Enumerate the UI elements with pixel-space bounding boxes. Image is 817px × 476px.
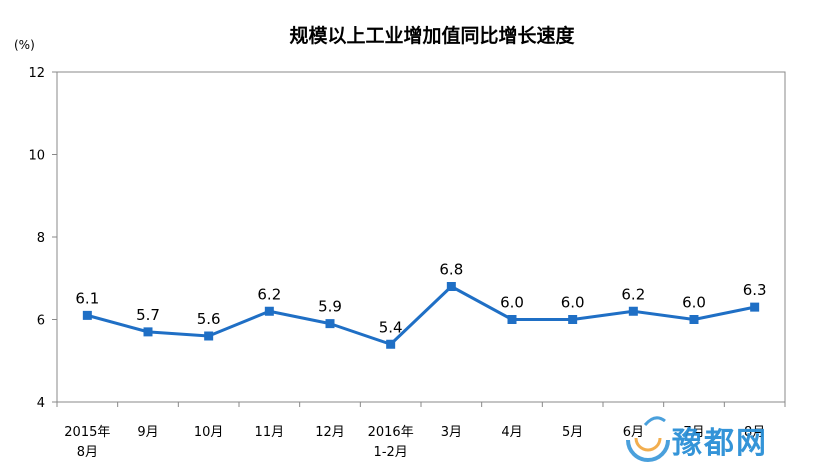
x-tick-label: 3月	[441, 425, 462, 440]
data-point-marker	[325, 319, 335, 329]
data-label: 6.1	[75, 289, 99, 307]
data-point-marker	[82, 310, 92, 320]
y-tick-label: 8	[37, 231, 45, 246]
x-tick-label: 12月	[315, 425, 345, 440]
y-unit-label: (%)	[14, 38, 35, 52]
data-point-marker	[204, 331, 214, 341]
plot-area: 4 6 8 10 12 2015年 8月 9月 10月 11月 12月 2016年 1-2月 3月 4月 5月…	[28, 66, 786, 460]
y-tick-label: 6	[37, 314, 45, 329]
data-point-marker	[264, 306, 274, 316]
watermark-swirl-icon	[626, 439, 670, 462]
data-point-marker	[689, 315, 699, 324]
data-label: 6.8	[439, 261, 463, 279]
x-tick-label: 5月	[562, 425, 583, 440]
data-label: 6.2	[621, 285, 645, 303]
data-label: 6.0	[561, 294, 585, 312]
watermark-logo: 豫都网	[626, 416, 768, 462]
chart-title: 规模以上工业增加值同比增长速度	[289, 24, 575, 47]
data-label: 5.6	[197, 310, 221, 328]
data-label: 6.0	[500, 294, 524, 312]
x-tick-label: 1-2月	[374, 445, 408, 460]
x-tick-label: 6月	[623, 425, 644, 440]
x-tick-label: 7月	[683, 425, 704, 440]
series-line	[86, 285, 755, 346]
x-tick-label: 10月	[194, 425, 224, 440]
watermark-text: 豫都网	[672, 426, 768, 461]
x-tick-label: 4月	[501, 425, 522, 440]
data-point-marker	[386, 339, 396, 349]
data-label: 5.9	[318, 298, 342, 316]
data-point-marker	[568, 315, 578, 324]
data-label: 6.2	[257, 285, 281, 303]
watermark-arc-icon	[643, 416, 666, 426]
data-point-marker	[446, 282, 456, 291]
x-tick-label: 2015年	[64, 425, 110, 440]
y-tick-label: 4	[37, 396, 45, 411]
x-tick-label: 2016年	[368, 425, 414, 440]
x-tick-label: 9月	[137, 425, 158, 440]
y-tick-label: 10	[28, 149, 45, 164]
data-label: 6.3	[743, 281, 767, 299]
watermark-swirl-inner-icon	[634, 437, 662, 452]
data-point-marker	[143, 327, 153, 337]
y-tick-label: 12	[28, 66, 45, 81]
x-tick-label: 8月	[77, 445, 98, 460]
data-point-marker	[750, 302, 760, 312]
data-point-marker	[628, 306, 638, 316]
data-label: 6.0	[682, 294, 706, 312]
data-label: 5.4	[379, 318, 403, 336]
data-label: 5.7	[136, 306, 160, 324]
x-tick-label: 8月	[744, 425, 765, 440]
data-point-marker	[507, 315, 517, 324]
x-tick-label: 11月	[255, 425, 285, 440]
plot-frame	[56, 71, 786, 403]
